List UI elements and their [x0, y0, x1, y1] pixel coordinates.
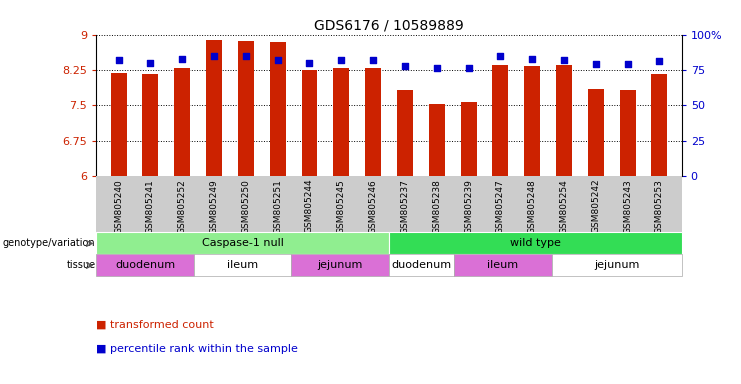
- Bar: [389, 255, 454, 276]
- Point: [462, 65, 474, 71]
- Point: [304, 60, 316, 66]
- Bar: [206, 40, 222, 176]
- Bar: [493, 65, 508, 176]
- Bar: [397, 90, 413, 176]
- Text: genotype/variation: genotype/variation: [3, 238, 96, 248]
- Bar: [96, 255, 194, 276]
- Bar: [461, 102, 476, 176]
- Point: [208, 53, 220, 59]
- Point: [526, 56, 538, 62]
- Text: wild type: wild type: [510, 238, 561, 248]
- Bar: [110, 73, 127, 176]
- Text: ■ percentile rank within the sample: ■ percentile rank within the sample: [96, 344, 298, 354]
- Bar: [588, 89, 604, 176]
- Text: tissue: tissue: [66, 260, 96, 270]
- Bar: [194, 255, 291, 276]
- Point: [654, 58, 665, 65]
- Point: [558, 57, 570, 63]
- Title: GDS6176 / 10589889: GDS6176 / 10589889: [314, 18, 464, 32]
- Bar: [238, 41, 254, 176]
- Text: GSM805240: GSM805240: [114, 179, 123, 233]
- Text: Caspase-1 null: Caspase-1 null: [202, 238, 284, 248]
- Point: [431, 65, 442, 71]
- Point: [113, 57, 124, 63]
- Bar: [270, 41, 285, 176]
- Text: GSM805239: GSM805239: [464, 179, 473, 233]
- Point: [240, 53, 252, 59]
- Point: [336, 57, 348, 63]
- Point: [399, 63, 411, 69]
- Bar: [429, 104, 445, 176]
- Text: GSM805245: GSM805245: [337, 179, 346, 233]
- Bar: [551, 255, 682, 276]
- Text: GSM805252: GSM805252: [178, 179, 187, 233]
- Bar: [174, 68, 190, 176]
- Bar: [389, 232, 682, 255]
- Text: jejunum: jejunum: [318, 260, 363, 270]
- Text: ■ transformed count: ■ transformed count: [96, 319, 214, 329]
- Text: duodenum: duodenum: [391, 260, 451, 270]
- Text: duodenum: duodenum: [115, 260, 175, 270]
- Text: GSM805251: GSM805251: [273, 179, 282, 233]
- Bar: [524, 66, 540, 176]
- Text: GSM805238: GSM805238: [432, 179, 441, 233]
- Text: GSM805243: GSM805243: [623, 179, 632, 233]
- Text: jejunum: jejunum: [594, 260, 639, 270]
- Text: GSM805247: GSM805247: [496, 179, 505, 233]
- Point: [272, 57, 284, 63]
- Text: GSM805241: GSM805241: [146, 179, 155, 233]
- Bar: [142, 74, 159, 176]
- Bar: [291, 255, 389, 276]
- Bar: [619, 90, 636, 176]
- Text: GSM805244: GSM805244: [305, 179, 314, 233]
- Text: ileum: ileum: [488, 260, 519, 270]
- Text: GSM805246: GSM805246: [368, 179, 378, 233]
- Point: [144, 60, 156, 66]
- Point: [176, 56, 188, 62]
- Point: [622, 61, 634, 67]
- Text: GSM805249: GSM805249: [210, 179, 219, 233]
- Text: GSM805248: GSM805248: [528, 179, 536, 233]
- Point: [368, 57, 379, 63]
- Bar: [556, 65, 572, 176]
- Point: [590, 61, 602, 67]
- Bar: [302, 70, 317, 176]
- Bar: [365, 68, 381, 176]
- Text: GSM805250: GSM805250: [242, 179, 250, 233]
- Bar: [96, 232, 389, 255]
- Text: GSM805237: GSM805237: [400, 179, 410, 233]
- Point: [494, 53, 506, 59]
- Bar: [651, 74, 668, 176]
- Bar: [454, 255, 551, 276]
- Text: GSM805254: GSM805254: [559, 179, 568, 233]
- Bar: [333, 68, 349, 176]
- Text: ileum: ileum: [227, 260, 259, 270]
- Text: GSM805242: GSM805242: [591, 179, 600, 233]
- Text: GSM805253: GSM805253: [655, 179, 664, 233]
